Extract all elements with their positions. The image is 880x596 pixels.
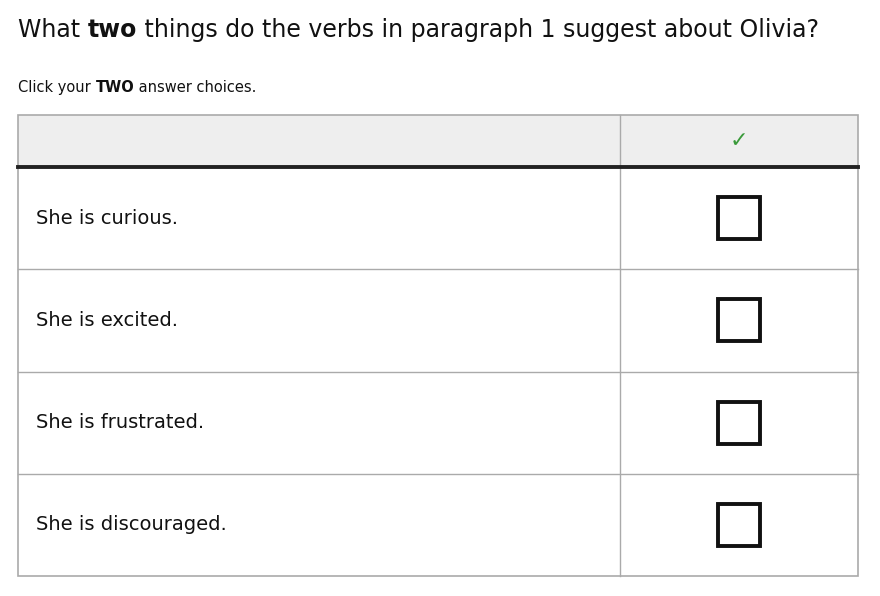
- FancyBboxPatch shape: [718, 197, 760, 239]
- FancyBboxPatch shape: [18, 115, 858, 167]
- Text: What: What: [18, 18, 88, 42]
- Text: She is discouraged.: She is discouraged.: [36, 516, 227, 535]
- FancyBboxPatch shape: [18, 167, 858, 269]
- Text: Click your: Click your: [18, 80, 95, 95]
- FancyBboxPatch shape: [18, 371, 858, 474]
- Text: ✓: ✓: [730, 131, 748, 151]
- FancyBboxPatch shape: [18, 474, 858, 576]
- FancyBboxPatch shape: [18, 269, 858, 371]
- FancyBboxPatch shape: [718, 299, 760, 342]
- Text: two: two: [88, 18, 137, 42]
- Text: She is excited.: She is excited.: [36, 311, 178, 330]
- FancyBboxPatch shape: [718, 402, 760, 443]
- Text: She is frustrated.: She is frustrated.: [36, 413, 204, 432]
- Text: answer choices.: answer choices.: [134, 80, 256, 95]
- Text: She is curious.: She is curious.: [36, 209, 178, 228]
- FancyBboxPatch shape: [718, 504, 760, 546]
- Text: TWO: TWO: [95, 80, 134, 95]
- Text: things do the verbs in paragraph 1 suggest about Olivia?: things do the verbs in paragraph 1 sugge…: [137, 18, 819, 42]
